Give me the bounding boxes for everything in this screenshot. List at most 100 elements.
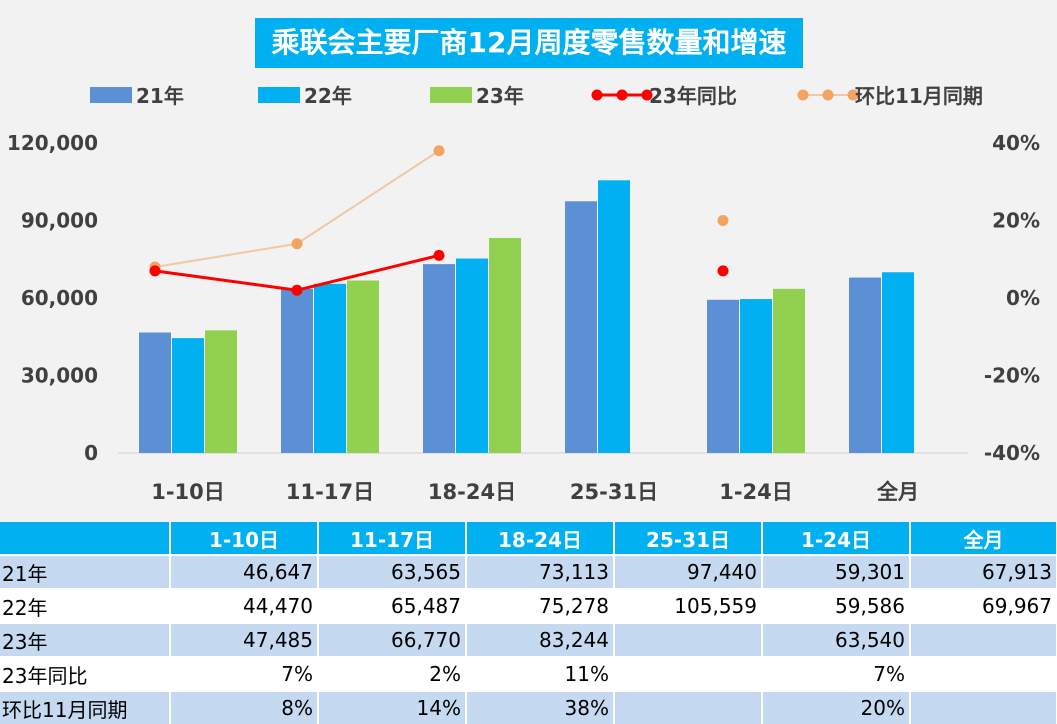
bar xyxy=(314,283,346,453)
table-cell xyxy=(910,656,1057,691)
chart-panel: 乘联会主要厂商12月周度零售数量和增速 21年 22年 23年 23年同比 环比11月同… xyxy=(0,0,1057,522)
series-line xyxy=(154,149,440,268)
bar xyxy=(172,338,204,453)
bar xyxy=(423,264,455,453)
bar xyxy=(773,288,805,453)
table-cell: 59,301 xyxy=(762,554,911,589)
table-row: 22年 44,470 65,487 75,278 105,559 59,586 … xyxy=(0,588,1057,623)
table-cell: 73,113 xyxy=(466,554,615,589)
table-cell: 14% xyxy=(318,690,467,724)
table-cell: 38% xyxy=(466,690,615,724)
y-tick-label-right: 20% xyxy=(992,209,1040,233)
table-cell xyxy=(910,690,1057,724)
y-axis-right: 40% 20% 0% -20% -40% xyxy=(984,131,1040,465)
y-tick-label-right: 0% xyxy=(1006,286,1040,310)
legend-label: 21年 xyxy=(136,84,184,108)
table-cell: 7% xyxy=(762,656,911,691)
bar xyxy=(139,332,171,453)
table-cell: 97,440 xyxy=(614,554,763,589)
y-tick-label-right: -40% xyxy=(984,441,1040,465)
bar xyxy=(347,280,379,453)
legend-label: 23年同比 xyxy=(649,84,737,108)
y-tick-label-left: 90,000 xyxy=(21,209,98,233)
table-cell: 47,485 xyxy=(170,622,319,657)
x-tick-label: 11-17日 xyxy=(286,480,374,504)
x-tick-label: 1-24日 xyxy=(719,480,793,504)
line-point xyxy=(149,265,161,277)
line-point xyxy=(717,265,729,277)
table-cell: 20% xyxy=(762,690,911,724)
y-tick-label-right: -20% xyxy=(984,364,1040,388)
row-label: 23年同比 xyxy=(0,656,171,691)
table-header-corner xyxy=(0,522,171,555)
legend-marker xyxy=(616,89,628,101)
bar xyxy=(740,299,772,453)
combo-chart: 21年 22年 23年 23年同比 环比11月同期 120,000 90,000 60,00… xyxy=(7,84,1040,504)
table-cell: 66,770 xyxy=(318,622,467,657)
legend-swatch xyxy=(90,87,132,103)
table-cell: 59,586 xyxy=(762,588,911,623)
line-point xyxy=(291,238,303,250)
table-cell: 83,244 xyxy=(466,622,615,657)
table-cell: 63,565 xyxy=(318,554,467,589)
table-cell: 65,487 xyxy=(318,588,467,623)
legend-marker xyxy=(797,89,809,101)
table-header: 25-31日 xyxy=(614,522,763,555)
bar xyxy=(565,201,597,453)
bar xyxy=(598,180,630,454)
line-point xyxy=(717,215,729,226)
bar xyxy=(456,258,488,453)
table-cell: 63,540 xyxy=(762,622,911,657)
table-row: 环比11月同期 8% 14% 38% 20% xyxy=(0,690,1057,724)
y-tick-label-left: 0 xyxy=(84,441,98,465)
y-tick-label-left: 30,000 xyxy=(21,364,98,388)
table-cell: 44,470 xyxy=(170,588,319,623)
table-cell: 67,913 xyxy=(910,554,1057,589)
legend-marker xyxy=(847,89,859,101)
legend-marker xyxy=(641,89,653,101)
legend-label: 环比11月同期 xyxy=(855,84,983,108)
x-tick-label: 25-31日 xyxy=(570,480,658,504)
x-axis-labels: 1-10日 11-17日 18-24日 25-31日 1-24日 全月 xyxy=(151,480,919,504)
legend-marker xyxy=(591,89,603,101)
chart-title: 乘联会主要厂商12月周度零售数量和增速 xyxy=(255,18,803,68)
bars xyxy=(139,180,914,454)
y-tick-label-right: 40% xyxy=(992,131,1040,155)
table-cell: 46,647 xyxy=(170,554,319,589)
legend: 21年 22年 23年 23年同比 环比11月同期 xyxy=(90,84,983,108)
x-tick-label: 1-10日 xyxy=(151,480,225,504)
legend-label: 22年 xyxy=(304,84,352,108)
table-cell xyxy=(614,690,763,724)
bar xyxy=(489,237,521,453)
table-cell xyxy=(910,622,1057,657)
table-cell: 2% xyxy=(318,656,467,691)
line-point xyxy=(291,284,303,296)
x-tick-label: 18-24日 xyxy=(428,480,516,504)
table-header: 1-24日 xyxy=(762,522,911,555)
x-tick-label: 全月 xyxy=(876,480,919,504)
table-header: 1-10日 xyxy=(170,522,319,555)
table-cell: 75,278 xyxy=(466,588,615,623)
bar xyxy=(882,272,914,453)
legend-label: 23年 xyxy=(476,84,524,108)
line-series xyxy=(149,145,729,296)
table-header: 11-17日 xyxy=(318,522,467,555)
y-tick-label-left: 120,000 xyxy=(7,131,98,155)
table-cell xyxy=(614,622,763,657)
legend-swatch xyxy=(258,87,300,103)
table-cell: 8% xyxy=(170,690,319,724)
row-label: 21年 xyxy=(0,554,171,589)
line-point xyxy=(433,249,445,261)
table-cell: 105,559 xyxy=(614,588,763,623)
bar xyxy=(205,330,237,453)
table-cell: 69,967 xyxy=(910,588,1057,623)
legend-swatch xyxy=(430,87,472,103)
table-header: 全月 xyxy=(910,522,1057,555)
bar xyxy=(707,299,739,453)
table-row: 21年 46,647 63,565 73,113 97,440 59,301 6… xyxy=(0,554,1057,589)
legend-marker xyxy=(822,89,834,101)
y-tick-label-left: 60,000 xyxy=(21,286,98,310)
bar xyxy=(849,277,881,453)
table-cell: 7% xyxy=(170,656,319,691)
table-row: 23年同比 7% 2% 11% 7% xyxy=(0,656,1057,691)
